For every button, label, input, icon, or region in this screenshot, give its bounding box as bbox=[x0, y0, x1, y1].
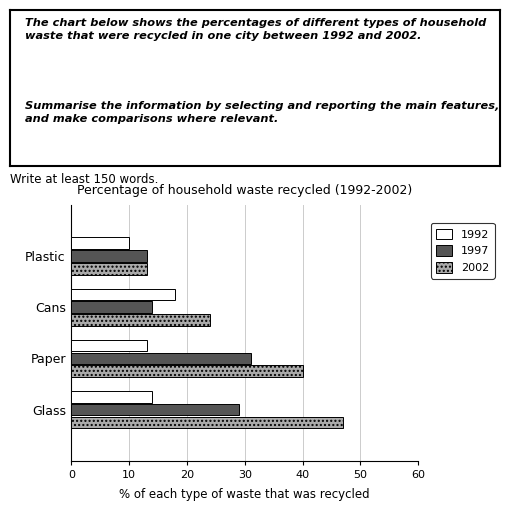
Bar bbox=[71, 340, 146, 351]
Bar bbox=[71, 403, 239, 416]
Bar bbox=[71, 391, 152, 402]
Bar bbox=[71, 417, 343, 428]
Legend: 1992, 1997, 2002: 1992, 1997, 2002 bbox=[430, 223, 494, 279]
Text: The chart below shows the percentages of different types of household
waste that: The chart below shows the percentages of… bbox=[25, 18, 485, 41]
Bar bbox=[71, 366, 302, 377]
Bar bbox=[71, 263, 146, 274]
Bar bbox=[71, 289, 175, 300]
Bar bbox=[71, 314, 210, 326]
Text: Summarise the information by selecting and reporting the main features,
and make: Summarise the information by selecting a… bbox=[25, 101, 498, 124]
Bar bbox=[71, 237, 129, 249]
Text: Write at least 150 words.: Write at least 150 words. bbox=[10, 173, 158, 186]
Bar bbox=[71, 352, 250, 365]
Title: Percentage of household waste recycled (1992-2002): Percentage of household waste recycled (… bbox=[77, 184, 412, 197]
X-axis label: % of each type of waste that was recycled: % of each type of waste that was recycle… bbox=[119, 488, 370, 501]
Bar bbox=[71, 250, 146, 262]
Bar bbox=[71, 301, 152, 313]
